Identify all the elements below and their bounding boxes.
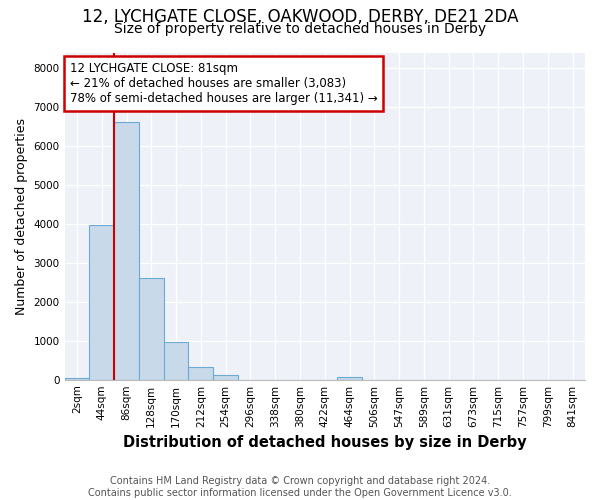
Bar — [89, 224, 114, 380]
Y-axis label: Number of detached properties: Number of detached properties — [15, 118, 28, 314]
Bar — [164, 342, 188, 380]
X-axis label: Distribution of detached houses by size in Derby: Distribution of detached houses by size … — [123, 435, 527, 450]
Bar — [65, 378, 89, 380]
Bar — [188, 367, 213, 380]
Bar — [139, 278, 164, 380]
Bar — [213, 375, 238, 380]
Bar — [114, 122, 139, 380]
Text: 12 LYCHGATE CLOSE: 81sqm
← 21% of detached houses are smaller (3,083)
78% of sem: 12 LYCHGATE CLOSE: 81sqm ← 21% of detach… — [70, 62, 377, 106]
Text: Size of property relative to detached houses in Derby: Size of property relative to detached ho… — [114, 22, 486, 36]
Text: Contains HM Land Registry data © Crown copyright and database right 2024.
Contai: Contains HM Land Registry data © Crown c… — [88, 476, 512, 498]
Bar — [337, 377, 362, 380]
Text: 12, LYCHGATE CLOSE, OAKWOOD, DERBY, DE21 2DA: 12, LYCHGATE CLOSE, OAKWOOD, DERBY, DE21… — [82, 8, 518, 26]
